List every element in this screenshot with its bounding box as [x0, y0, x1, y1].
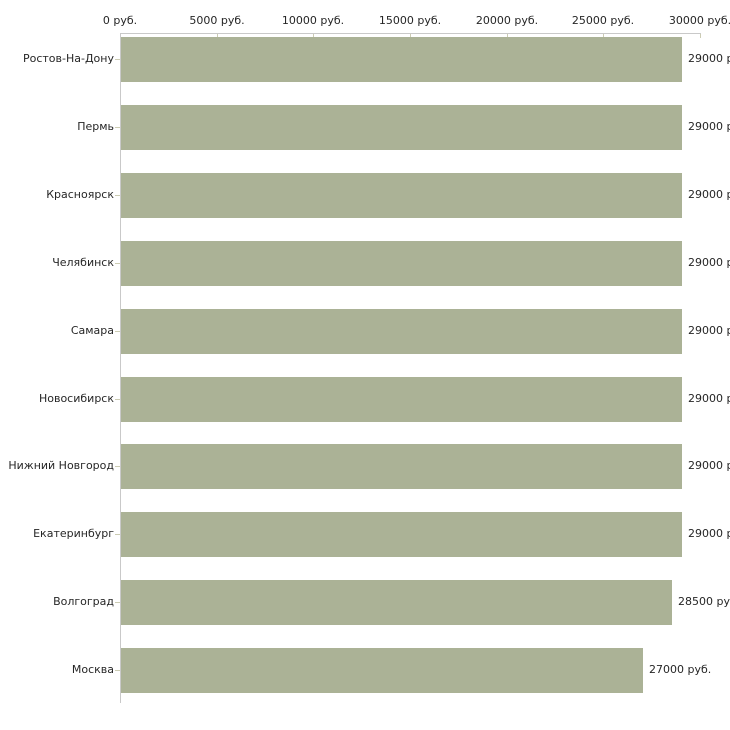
y-tick: [115, 534, 120, 535]
bar-value-label-7: 29000 руб.: [688, 459, 730, 472]
bar-value-label-3: 29000 руб.: [688, 188, 730, 201]
bar-value-label-1: 29000 руб.: [688, 52, 730, 65]
bar-value-label-10: 27000 руб.: [649, 663, 712, 676]
bar-9: [121, 580, 672, 625]
x-tick-label: 0 руб.: [102, 14, 138, 27]
x-tick-label: 5000 руб.: [189, 14, 245, 27]
x-axis-line: [120, 33, 701, 34]
x-tick: [217, 34, 218, 38]
bar-5: [121, 309, 682, 354]
bar-6: [121, 377, 682, 422]
y-tick-label-8: Екатеринбург: [33, 527, 114, 540]
x-tick: [410, 34, 411, 38]
x-tick-label: 10000 руб.: [281, 14, 345, 27]
y-tick-label-10: Москва: [71, 663, 114, 676]
y-tick-label-1: Ростов-На-Дону: [22, 52, 114, 65]
bar-2: [121, 105, 682, 150]
bar-8: [121, 512, 682, 557]
y-tick: [115, 331, 120, 332]
y-tick-label-9: Волгоград: [53, 595, 114, 608]
bar-value-label-5: 29000 руб.: [688, 324, 730, 337]
y-tick: [115, 602, 120, 603]
x-tick: [700, 34, 701, 38]
x-tick: [603, 34, 604, 38]
y-tick: [115, 195, 120, 196]
y-tick-label-3: Красноярск: [46, 188, 114, 201]
bar-value-label-4: 29000 руб.: [688, 256, 730, 269]
x-tick: [313, 34, 314, 38]
x-tick-label: 15000 руб.: [378, 14, 442, 27]
y-tick: [115, 399, 120, 400]
bar-1: [121, 37, 682, 82]
bar-value-label-6: 29000 руб.: [688, 392, 730, 405]
x-tick-label: 25000 руб.: [571, 14, 635, 27]
bar-value-label-8: 29000 руб.: [688, 527, 730, 540]
x-tick-label: 20000 руб.: [475, 14, 539, 27]
y-tick-label-6: Новосибирск: [38, 392, 114, 405]
bar-10: [121, 648, 643, 693]
y-tick: [115, 59, 120, 60]
bar-3: [121, 173, 682, 218]
bar-7: [121, 444, 682, 489]
y-tick: [115, 127, 120, 128]
y-tick: [115, 263, 120, 264]
y-tick: [115, 466, 120, 467]
y-tick-label-4: Челябинск: [52, 256, 114, 269]
y-axis-line: [120, 33, 121, 703]
y-tick: [115, 670, 120, 671]
x-tick-label: 30000 руб.: [668, 14, 730, 27]
bar-value-label-9: 28500 руб.: [678, 595, 730, 608]
y-tick-label-7: Нижний Новгород: [8, 459, 114, 472]
x-tick: [507, 34, 508, 38]
y-tick-label-2: Пермь: [77, 120, 114, 133]
y-tick-label-5: Самара: [70, 324, 114, 337]
bar-value-label-2: 29000 руб.: [688, 120, 730, 133]
bar-4: [121, 241, 682, 286]
